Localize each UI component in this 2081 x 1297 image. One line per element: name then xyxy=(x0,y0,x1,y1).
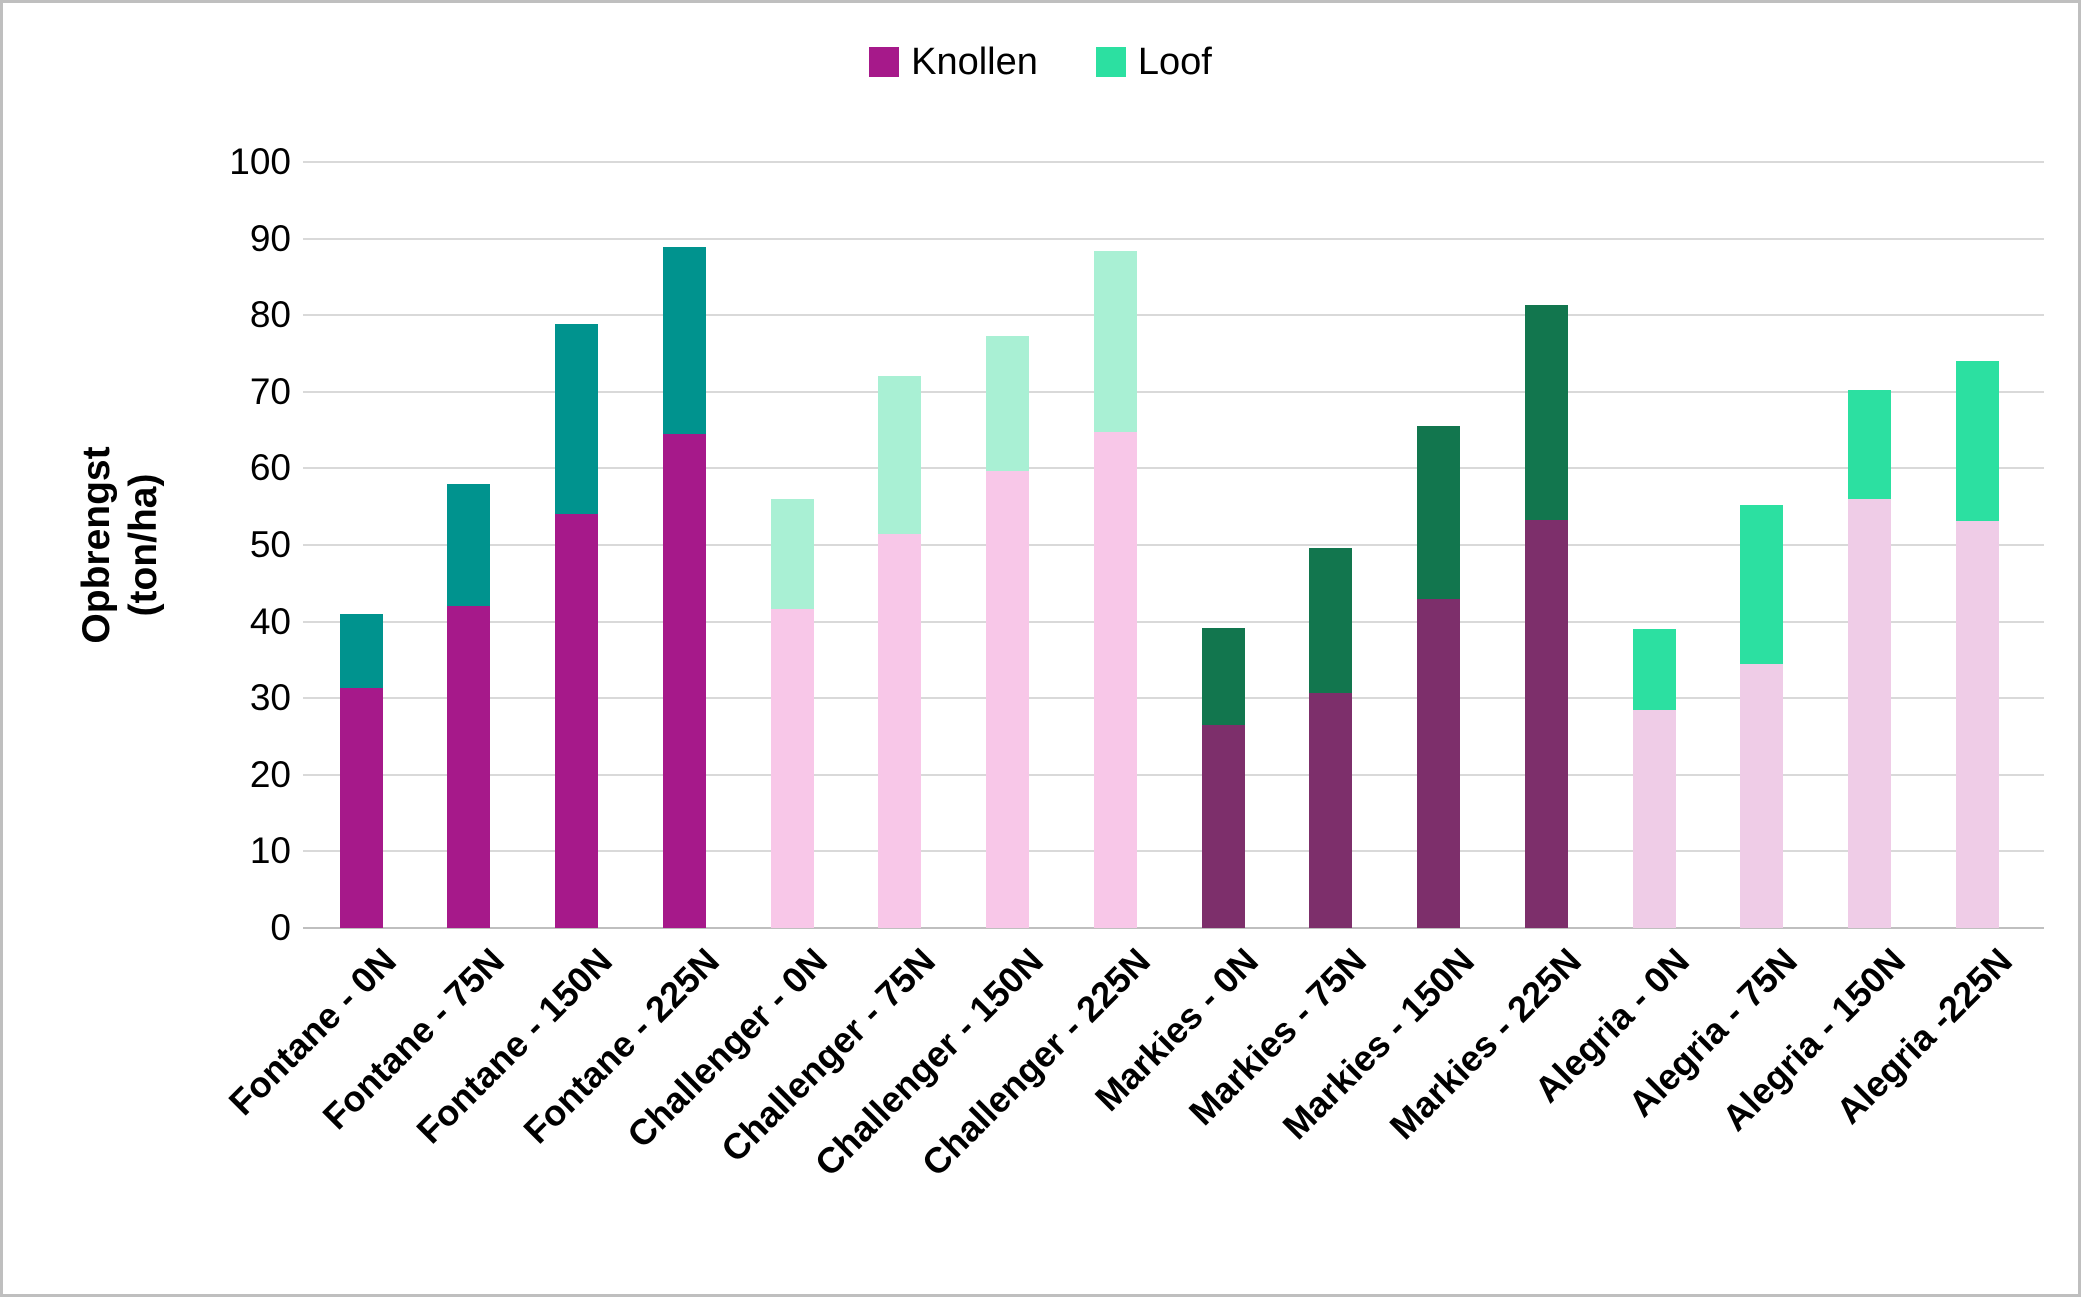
bar-segment-knollen xyxy=(1309,692,1353,928)
legend-item-loof: Loof xyxy=(1095,41,1212,83)
y-tick-label: 0 xyxy=(270,907,291,948)
legend: Knollen Loof xyxy=(3,43,2078,81)
legend-item-knollen: Knollen xyxy=(869,43,1038,81)
bar-segment-knollen xyxy=(339,688,383,928)
y-tick-label: 100 xyxy=(229,141,291,182)
y-tick-label: 50 xyxy=(249,524,291,565)
x-axis-label: Markies - 150N xyxy=(1274,939,1482,1148)
bar-segment-knollen xyxy=(1632,709,1676,928)
gridline xyxy=(303,161,2044,163)
legend-label-loof: Loof xyxy=(1137,41,1212,83)
bar-segment-loof xyxy=(1524,305,1568,521)
bar-segment-loof xyxy=(1955,361,1999,522)
y-tick-label: 40 xyxy=(249,600,291,642)
y-tick-label: 80 xyxy=(249,294,291,336)
x-axis-label: Fontane - 225N xyxy=(515,939,728,1152)
bar-segment-loof xyxy=(770,499,814,609)
bar-segment-knollen xyxy=(555,514,598,928)
bar-segment-loof xyxy=(986,335,1029,471)
y-tick-label: 90 xyxy=(249,217,291,259)
bar-segment-knollen xyxy=(986,470,1029,928)
bar-segment-knollen xyxy=(1524,520,1568,928)
knollen-swatch-icon xyxy=(869,47,900,77)
bar-segment-knollen xyxy=(1740,663,1784,928)
bar-segment-loof xyxy=(1309,548,1353,693)
bar-segment-knollen xyxy=(447,606,491,928)
loof-swatch-icon xyxy=(1095,47,1126,77)
bar-segment-loof xyxy=(447,483,491,607)
bar-segment-loof xyxy=(1201,627,1245,725)
gridline xyxy=(303,237,2044,240)
x-axis-label: Markies - 225N xyxy=(1381,939,1590,1148)
x-axis-line xyxy=(303,927,2044,929)
bar-segment-loof xyxy=(878,376,922,535)
y-tick-label: 70 xyxy=(249,370,291,412)
gridline xyxy=(303,697,2044,700)
bar-segment-knollen xyxy=(1093,431,1137,928)
bar-segment-loof xyxy=(662,247,706,434)
gridline xyxy=(303,620,2044,623)
gridline xyxy=(303,850,2044,853)
bar-segment-loof xyxy=(1740,505,1784,664)
bar-segment-knollen xyxy=(770,608,814,928)
legend-label-knollen: Knollen xyxy=(911,41,1038,83)
gridline xyxy=(303,544,2044,546)
y-tick-label: 20 xyxy=(249,753,291,795)
x-axis-label: Fontane - 150N xyxy=(407,939,620,1152)
y-tick-label: 30 xyxy=(249,677,291,719)
y-tick-label: 10 xyxy=(249,830,291,872)
bar-segment-loof xyxy=(1632,629,1676,710)
bar-segment-loof xyxy=(339,613,383,689)
bar-segment-knollen xyxy=(1417,598,1460,928)
bar-segment-knollen xyxy=(1848,499,1891,928)
gridline xyxy=(303,314,2044,317)
bar-segment-knollen xyxy=(662,433,706,928)
bar-segment-knollen xyxy=(1201,725,1245,928)
bar-segment-knollen xyxy=(878,534,922,928)
x-axis-label: Challenger - 0N xyxy=(619,939,835,1156)
y-tick-label: 60 xyxy=(249,447,291,489)
gridline xyxy=(303,773,2044,776)
gridline xyxy=(303,390,2044,393)
bar-segment-knollen xyxy=(1955,521,1999,928)
bar-segment-loof xyxy=(1093,250,1137,432)
bar-segment-loof xyxy=(1417,425,1460,599)
bar-segment-loof xyxy=(1848,389,1891,500)
gridline xyxy=(303,467,2044,470)
bar-segment-loof xyxy=(555,323,598,515)
